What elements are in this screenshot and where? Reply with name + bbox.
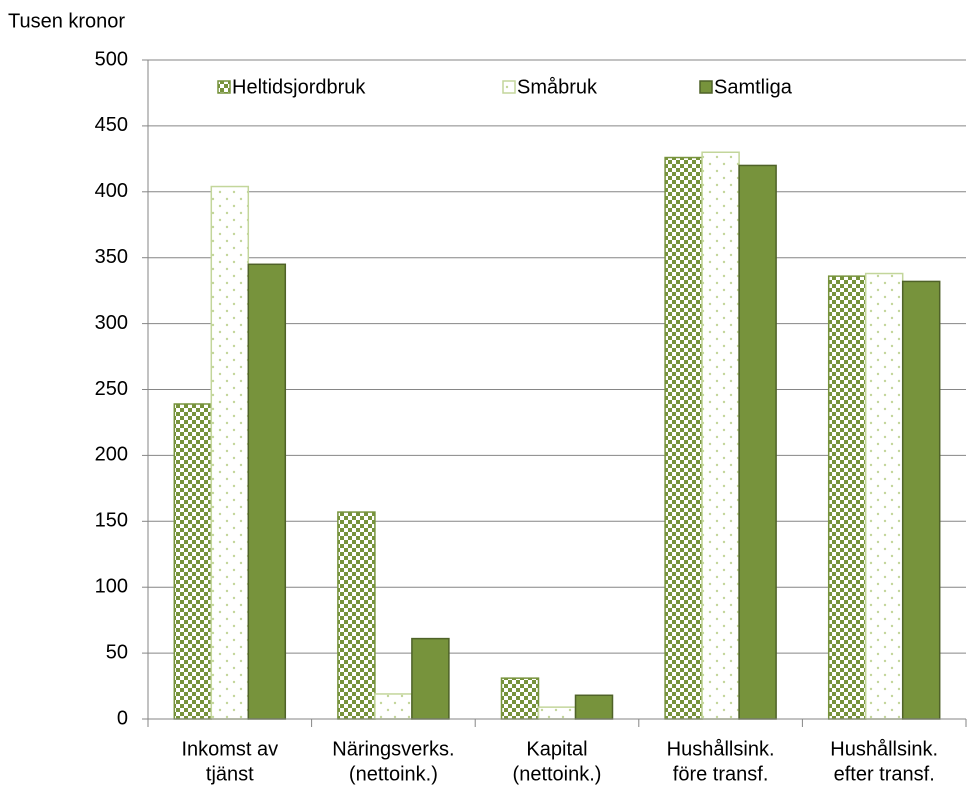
x-tick-label: Hushållsink. [667,738,775,760]
bar [827,275,867,720]
bar [411,637,450,720]
x-tick-label: före transf. [673,763,769,785]
y-tick-label: 300 [95,312,128,334]
y-tick-label: 250 [95,378,128,400]
y-tick-label: 50 [106,641,128,663]
bar [500,677,540,720]
legend-swatch [502,80,516,94]
bar [701,151,740,720]
legend-swatch [699,80,713,94]
x-tick-label: Hushållsink. [830,738,938,760]
bar [337,511,376,720]
x-tick-label: (nettoink.) [513,763,602,785]
legend-label: Småbruk [517,76,598,98]
x-tick-label: efter transf. [834,763,935,785]
x-tick-label: Kapital [526,738,587,760]
y-axis-label: Tusen kronor [8,10,125,32]
y-tick-label: 500 [95,48,128,70]
legend-label: Heltidsjordbruk [232,76,366,98]
legend-swatch [217,80,231,94]
x-tick-label: Näringsverks. [332,738,454,760]
legend-label: Samtliga [714,76,793,98]
bar [374,693,413,720]
x-tick-label: (nettoink.) [349,763,438,785]
bar [864,272,904,720]
y-tick-label: 350 [95,246,128,268]
y-tick-label: 150 [95,510,128,532]
bar [173,403,213,720]
bar [537,706,577,720]
bar [210,185,250,720]
y-tick-label: 0 [117,707,128,729]
bar [574,694,614,720]
bar [901,280,941,720]
bar [664,156,703,720]
x-tick-label: tjänst [206,763,254,785]
bar [247,263,287,720]
y-tick-label: 100 [95,575,128,597]
bar [738,164,777,720]
y-tick-label: 200 [95,444,128,466]
x-tick-label: Inkomst av [181,738,278,760]
y-tick-label: 450 [95,114,128,136]
y-tick-label: 400 [95,180,128,202]
